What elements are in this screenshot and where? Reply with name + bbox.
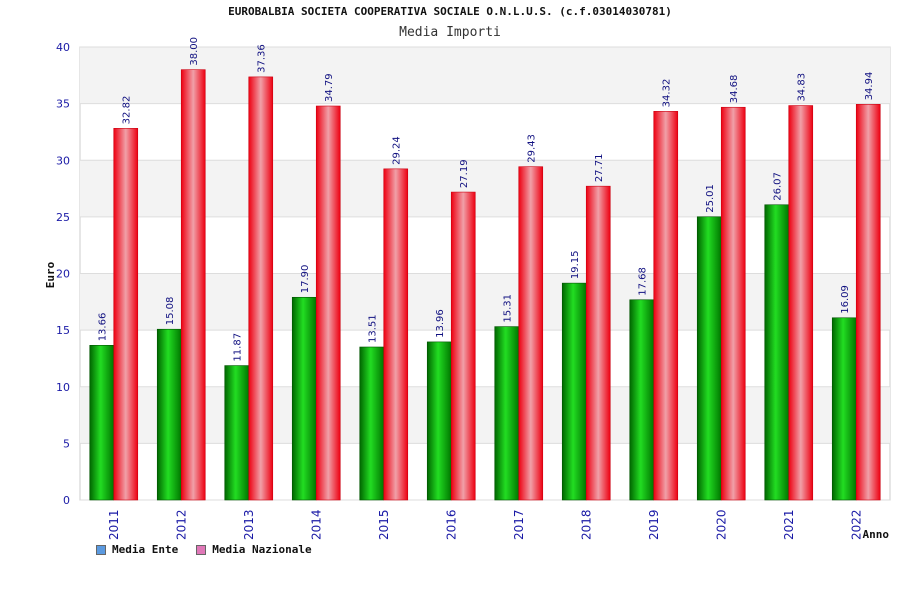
- legend-item-media-ente: Media Ente: [96, 543, 178, 556]
- legend-label-media-nazionale: Media Nazionale: [212, 543, 312, 556]
- bar-media-nazionale-2018: [585, 185, 611, 501]
- grid-lines: [80, 46, 890, 501]
- x-tick-label: 2022: [849, 509, 863, 540]
- data-label: 16.09: [840, 285, 851, 314]
- grid-band: [80, 273, 890, 331]
- x-tick-label: 2019: [647, 509, 661, 540]
- y-axis-title: Euro: [44, 261, 57, 288]
- grid-band: [80, 160, 890, 217]
- bar-media-ente-2020: [696, 216, 722, 501]
- bar-media-ente-2015: [359, 346, 385, 501]
- bar-media-nazionale-2012: [180, 69, 206, 501]
- y-tick-label: 0: [63, 494, 70, 507]
- bar-media-ente-2014: [291, 296, 317, 501]
- bar-media-ente-2019: [629, 299, 655, 501]
- bar-media-nazionale-2016: [450, 191, 476, 501]
- bar-media-nazionale-2022: [855, 104, 881, 501]
- data-label: 13.66: [98, 313, 109, 342]
- data-label: 34.83: [797, 73, 808, 102]
- chart-title: EUROBALBIA SOCIETA COOPERATIVA SOCIALE O…: [228, 5, 672, 18]
- y-tick-label: 5: [63, 437, 70, 450]
- bar-media-ente-2011: [89, 345, 115, 501]
- data-label: 25.01: [705, 184, 716, 213]
- bar-media-nazionale-2011: [113, 128, 139, 501]
- y-tick-label: 35: [56, 98, 70, 111]
- grid-band: [80, 47, 890, 104]
- data-label: 11.87: [233, 333, 244, 362]
- bar-media-nazionale-2013: [248, 76, 274, 501]
- bar-media-nazionale-2014: [315, 105, 341, 501]
- y-tick-label: 10: [56, 381, 70, 394]
- bar-media-ente-2018: [561, 282, 587, 501]
- data-label: 34.79: [324, 73, 335, 102]
- y-axis: 0 5 10 15 20 25 30 35 40: [56, 41, 70, 507]
- x-tick-label: 2018: [579, 509, 593, 540]
- bars-layer: [89, 69, 881, 501]
- y-tick-label: 25: [56, 211, 70, 224]
- bar-media-ente-2016: [426, 341, 452, 501]
- bar-media-ente-2013: [224, 365, 250, 501]
- y-tick-label: 15: [56, 324, 70, 337]
- plot-background: [79, 46, 891, 501]
- data-label: 15.31: [503, 294, 514, 323]
- grid-band: [80, 386, 890, 444]
- data-label: 32.82: [122, 96, 133, 125]
- bar-media-nazionale-2020: [720, 106, 746, 501]
- legend-swatch-media-nazionale: [196, 544, 207, 555]
- x-tick-label: 2012: [174, 509, 188, 540]
- x-axis-title: Anno: [863, 528, 890, 541]
- x-tick-label: 2015: [377, 509, 391, 540]
- legend-label-media-ente: Media Ente: [112, 543, 179, 556]
- data-label: 34.68: [729, 75, 740, 104]
- x-tick-label: 2016: [444, 509, 458, 540]
- data-label: 34.32: [662, 79, 673, 108]
- x-tick-label: 2020: [714, 509, 728, 540]
- data-label: 15.08: [165, 297, 176, 326]
- bar-media-ente-2012: [156, 328, 182, 501]
- data-label: 19.15: [570, 250, 581, 279]
- data-label: 27.19: [459, 159, 470, 188]
- y-tick-label: 20: [56, 268, 70, 281]
- bar-media-ente-2021: [764, 204, 790, 501]
- x-tick-label: 2021: [782, 509, 796, 540]
- data-label: 26.07: [773, 172, 784, 201]
- data-label: 37.36: [257, 44, 268, 73]
- y-tick-label: 40: [56, 41, 70, 54]
- data-label: 17.68: [638, 267, 649, 296]
- data-label: 29.43: [527, 134, 538, 163]
- legend: Media Ente Media Nazionale: [96, 543, 312, 556]
- chart-subtitle: Media Importi: [399, 25, 501, 40]
- x-tick-label: 2011: [107, 509, 121, 540]
- bar-media-nazionale-2019: [653, 111, 679, 501]
- legend-item-media-nazionale: Media Nazionale: [196, 543, 312, 556]
- data-label: 38.00: [189, 37, 200, 66]
- bar-media-nazionale-2021: [788, 105, 814, 501]
- bar-media-ente-2022: [831, 317, 857, 501]
- x-axis: 2011 2012 2013 2014 2015 2016 2017 2018 2019 2020…: [107, 509, 864, 540]
- data-label: 29.24: [392, 136, 403, 165]
- x-tick-label: 2017: [512, 509, 526, 540]
- bar-media-ente-2017: [494, 326, 520, 501]
- data-label: 13.96: [435, 309, 446, 338]
- x-tick-label: 2014: [309, 509, 323, 540]
- data-label: 17.90: [300, 265, 311, 294]
- data-label: 27.71: [594, 154, 605, 183]
- bar-media-nazionale-2017: [518, 166, 544, 501]
- bar-media-nazionale-2015: [383, 168, 409, 501]
- x-tick-label: 2013: [242, 509, 256, 540]
- data-label: 34.94: [864, 72, 875, 101]
- legend-swatch-media-ente: [96, 544, 106, 555]
- data-labels-layer: 13.66 32.82 15.08 38.00 11.87 37.36 17.90 34.79…: [98, 37, 876, 362]
- data-label: 13.51: [368, 314, 379, 343]
- y-tick-label: 30: [56, 154, 70, 167]
